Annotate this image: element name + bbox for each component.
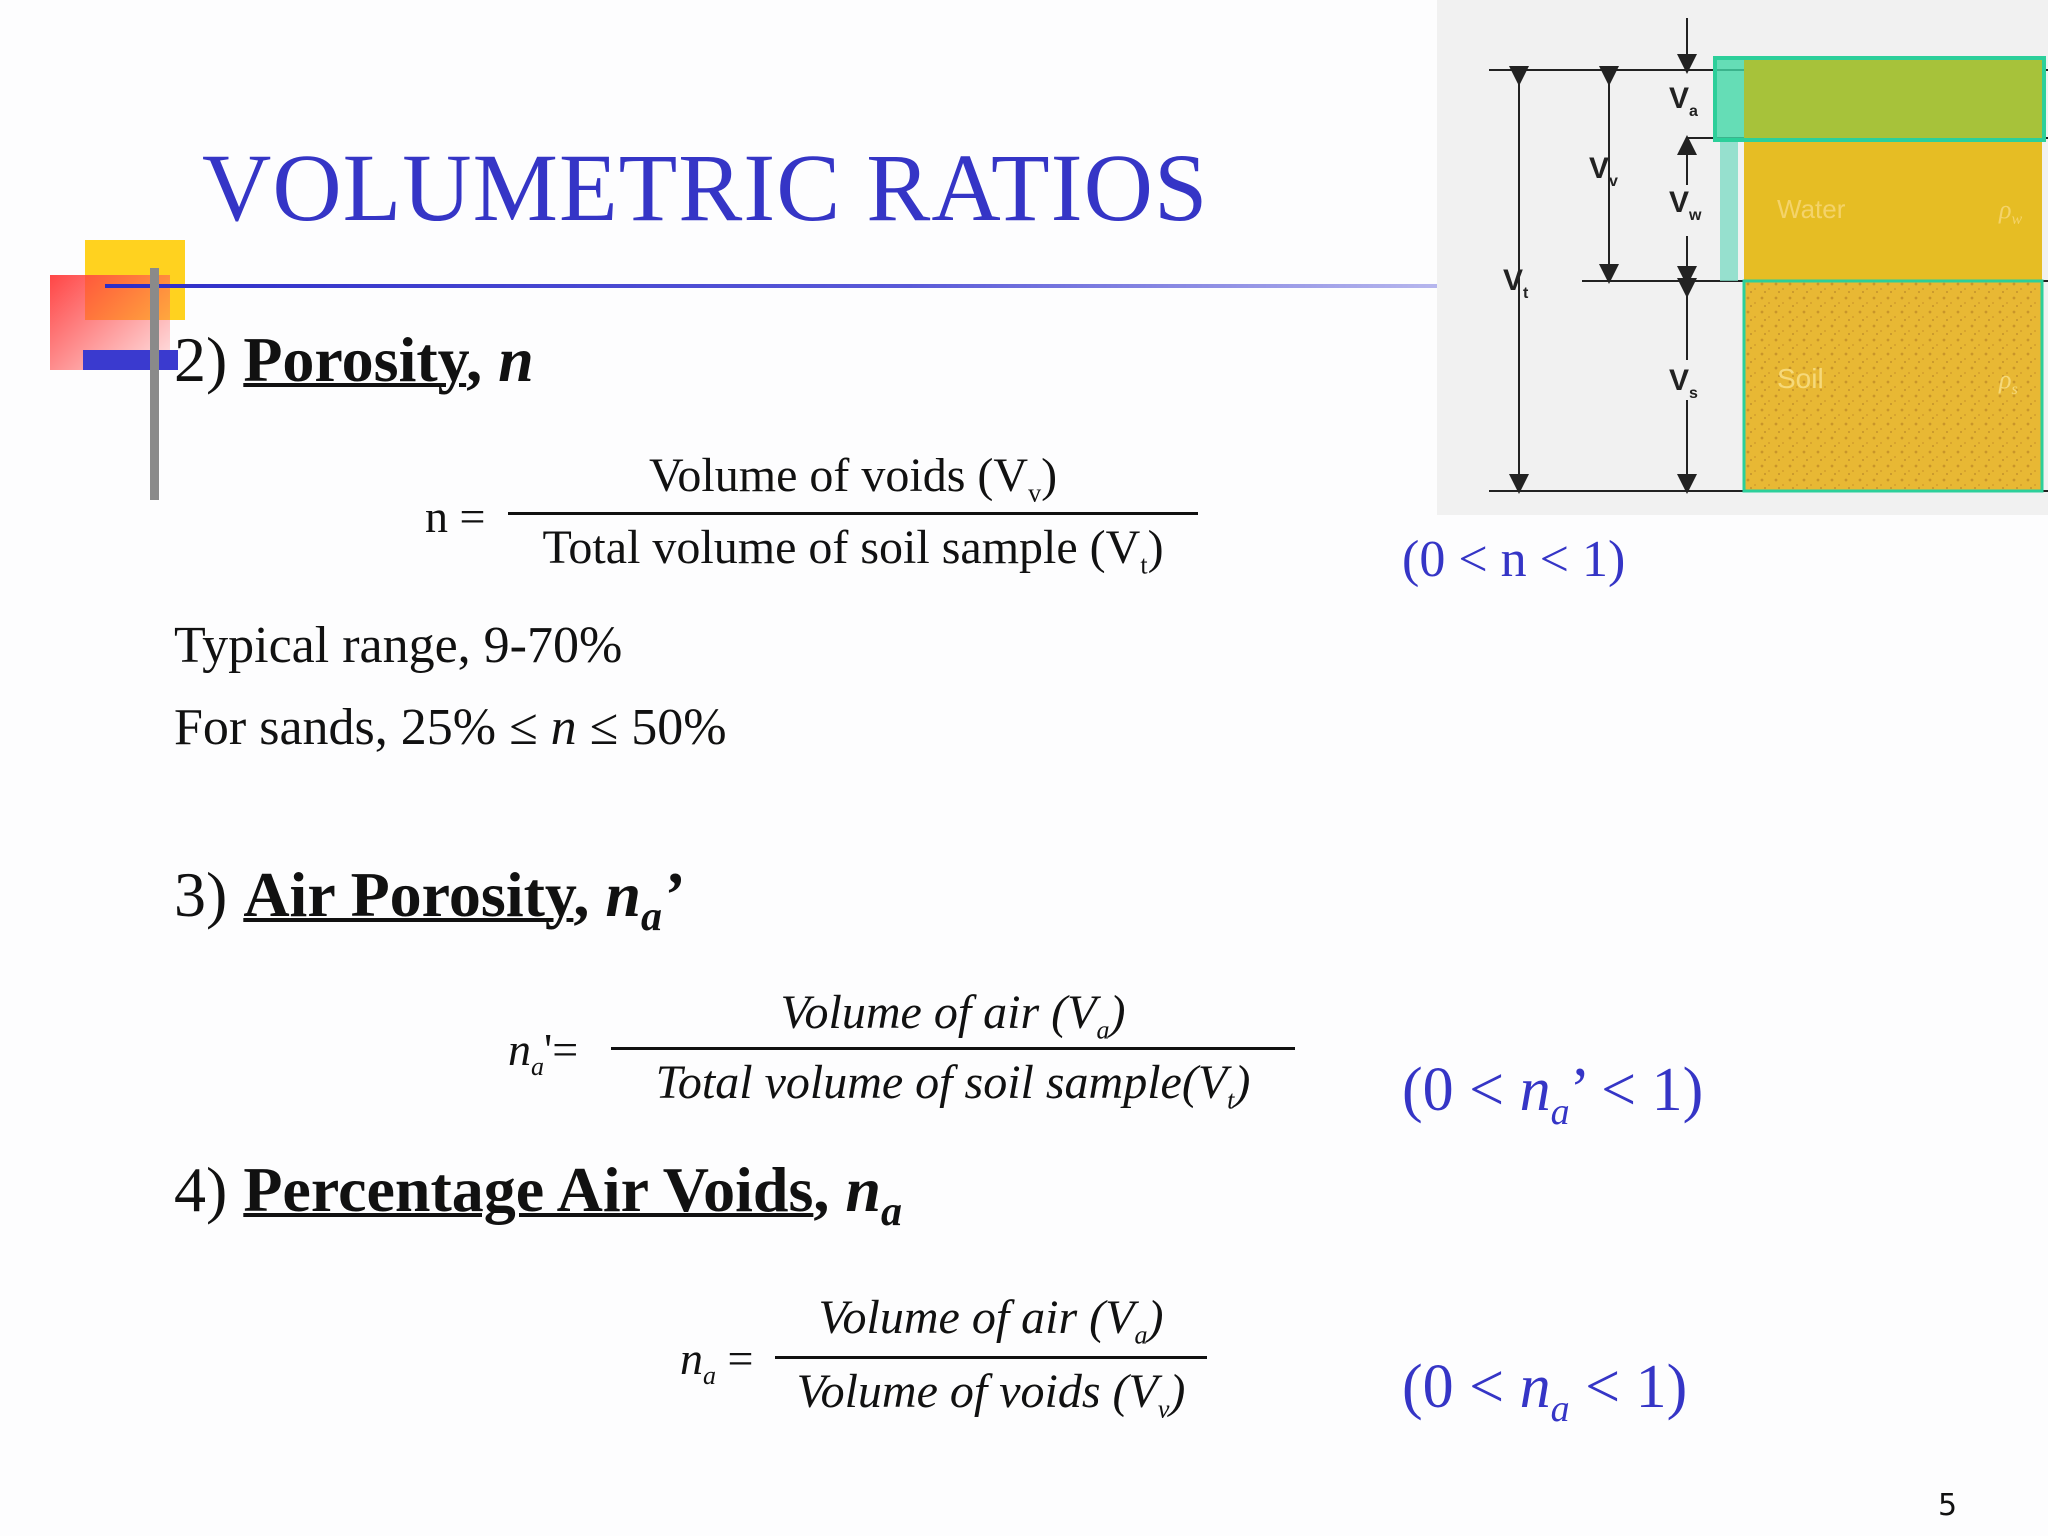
water-phase-block <box>1744 138 2042 281</box>
percentage-air-voids-denominator: Volume of voids (Vv) <box>796 1365 1186 1424</box>
percentage-air-voids-heading: 4) Percentage Air Voids, na <box>174 1154 902 1235</box>
sands-range-text: For sands, 25% ≤ n ≤ 50% <box>174 699 727 756</box>
porosity-formula: n = Volume of voids (Vv) Total volume of… <box>420 448 1200 580</box>
air-outline <box>1713 56 2046 142</box>
percentage-air-voids-number: 4) <box>174 1154 228 1225</box>
porosity-name: Porosity <box>243 324 467 395</box>
air-porosity-denominator: Total volume of soil sample(Vt) <box>655 1056 1251 1115</box>
air-porosity-heading: 3) Air Porosity, na’ <box>174 859 684 940</box>
soil-outline <box>1742 279 2044 493</box>
vt-label: Vt <box>1503 264 1529 302</box>
typical-range-text: Typical range, 9-70% <box>174 617 623 674</box>
rho-s-label: ρs <box>1998 365 2018 398</box>
air-side-strip <box>1715 60 1744 138</box>
soil-phase-diagram: Water Soil ρw ρs Vt Vv Va Vw Vs <box>1437 0 2048 515</box>
fraction-bar <box>508 512 1198 515</box>
page-number: 5 <box>1938 1488 1958 1523</box>
porosity-formula-lhs: n = <box>425 491 486 542</box>
air-phase-block <box>1744 60 2042 138</box>
percentage-air-voids-numerator: Volume of air (Va) <box>818 1291 1164 1350</box>
air-porosity-number: 3) <box>174 859 228 930</box>
vs-label-bg <box>1669 360 1705 400</box>
water-label: Water <box>1777 194 1846 224</box>
porosity-range: (0 < n < 1) <box>1402 531 1626 588</box>
decor-blue-bar <box>83 350 178 370</box>
va-label: Va <box>1669 82 1698 120</box>
phase-diagram-svg: Water Soil ρw ρs Vt Vv Va Vw Vs <box>1489 18 2048 494</box>
porosity-denominator: Total volume of soil sample (Vt) <box>542 521 1164 580</box>
percentage-air-voids-formula: na = Volume of air (Va) Volume of voids … <box>677 1290 1217 1424</box>
percentage-air-voids-name: Percentage Air Voids <box>243 1154 814 1225</box>
rho-w-label: ρw <box>1998 195 2022 228</box>
water-side-strip <box>1720 138 1738 281</box>
porosity-number: 2) <box>174 324 228 395</box>
porosity-numerator: Volume of voids (Vv) <box>648 449 1058 508</box>
air-porosity-name: Air Porosity <box>243 859 574 930</box>
air-porosity-formula: na'= Volume of air (Va) Total volume of … <box>505 985 1305 1115</box>
soil-label: Soil <box>1777 363 1824 394</box>
fraction-bar <box>775 1356 1207 1359</box>
decor-vertical-line <box>150 268 159 500</box>
air-porosity-formula-lhs: na'= <box>508 1024 579 1082</box>
porosity-symbol: n <box>498 324 534 395</box>
vw-label: Vw <box>1669 186 1702 224</box>
percentage-air-voids-symbol: na <box>845 1154 902 1235</box>
vv-label: Vv <box>1589 152 1618 190</box>
slide-title: VOLUMETRIC RATIOS <box>202 134 1209 241</box>
air-porosity-range: (0 < na’ < 1) <box>1402 1056 1704 1133</box>
vs-label: Vs <box>1669 364 1698 402</box>
percentage-air-voids-formula-lhs: na = <box>680 1333 754 1391</box>
air-porosity-symbol: na’ <box>605 859 684 940</box>
fraction-bar <box>611 1047 1295 1050</box>
percentage-air-voids-range: (0 < na < 1) <box>1402 1353 1688 1430</box>
title-underline-rule <box>105 284 1445 288</box>
air-porosity-numerator: Volume of air (Va) <box>780 986 1126 1045</box>
soil-phase-block <box>1744 281 2042 491</box>
porosity-heading: 2) Porosity, n <box>174 324 534 395</box>
